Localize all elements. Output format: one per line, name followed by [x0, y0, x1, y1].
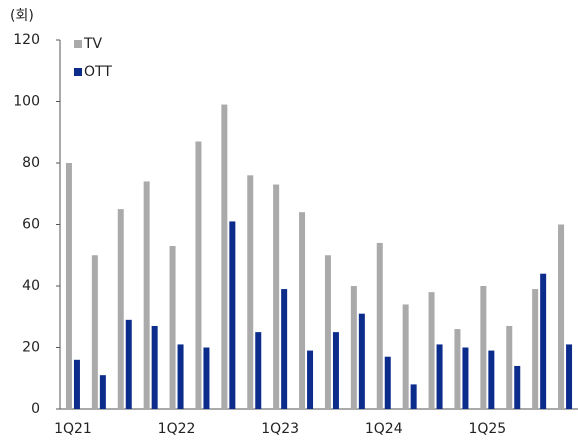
bar	[299, 212, 306, 409]
bar	[307, 350, 314, 409]
bar	[402, 304, 409, 409]
bar	[488, 350, 495, 409]
bar	[255, 332, 262, 409]
bar	[358, 313, 365, 409]
bar	[376, 242, 383, 409]
legend-swatch	[74, 68, 82, 76]
bar	[151, 325, 158, 409]
x-tick-label: 1Q24	[365, 421, 403, 437]
bar	[91, 255, 98, 409]
bar	[169, 246, 176, 409]
bar	[540, 273, 547, 409]
y-axis-label: (회)	[10, 8, 34, 24]
bar	[332, 332, 339, 409]
bar	[436, 344, 443, 409]
bar	[506, 325, 513, 409]
bar	[532, 289, 539, 409]
bar	[195, 141, 202, 409]
bar	[229, 221, 236, 409]
legend-label: OTT	[84, 64, 112, 80]
y-tick-label: 0	[31, 401, 40, 417]
bar	[177, 344, 184, 409]
bar	[558, 224, 565, 409]
bar	[125, 319, 132, 409]
bar	[428, 292, 435, 409]
bar	[384, 356, 391, 409]
bar	[480, 286, 487, 409]
x-tick-label: 1Q22	[158, 421, 196, 437]
y-tick-label: 100	[13, 94, 40, 110]
bar	[410, 384, 417, 409]
y-tick-label: 40	[22, 278, 40, 294]
bar	[203, 347, 210, 409]
bar	[350, 286, 357, 409]
x-tick-label: 1Q23	[261, 421, 299, 437]
y-tick-label: 120	[13, 32, 40, 48]
bar	[514, 365, 521, 409]
x-tick-label: 1Q25	[468, 421, 506, 437]
y-tick-label: 60	[22, 217, 40, 233]
bar	[462, 347, 469, 409]
bar	[566, 344, 573, 409]
y-tick-label: 80	[22, 155, 40, 171]
bar	[143, 181, 150, 409]
x-tick-label: 1Q21	[54, 421, 92, 437]
bar	[281, 289, 288, 409]
y-tick-label: 20	[22, 340, 40, 356]
bar	[454, 329, 461, 409]
legend-label: TV	[83, 36, 103, 52]
bar	[99, 375, 106, 409]
bar	[247, 175, 254, 409]
bar	[73, 359, 80, 409]
bar	[324, 255, 331, 409]
legend-swatch	[74, 40, 82, 48]
bar	[273, 184, 280, 409]
bar	[221, 104, 228, 409]
bar	[65, 163, 72, 409]
bar	[117, 209, 124, 409]
